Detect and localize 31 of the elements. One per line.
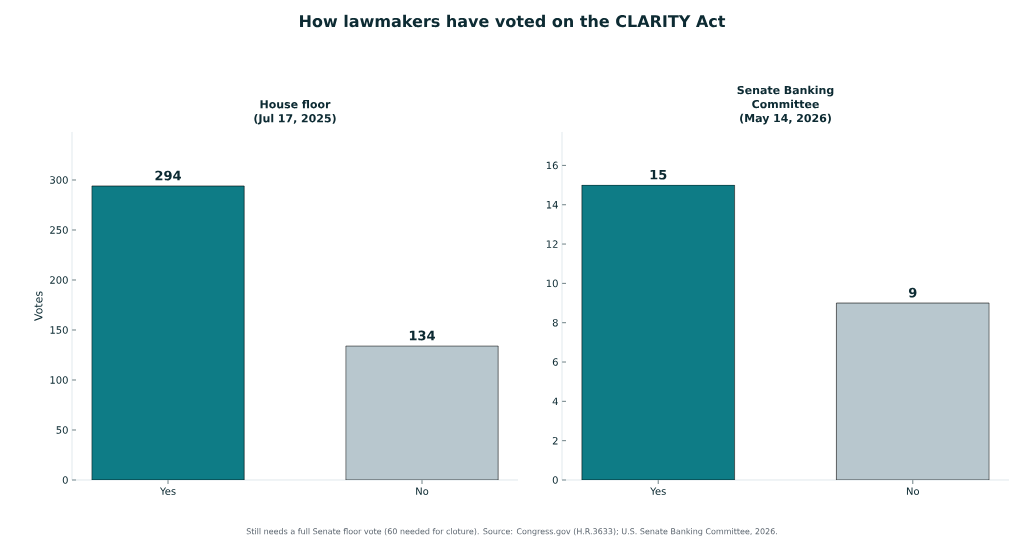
y-tick-label: 2: [552, 436, 558, 445]
y-tick-label: 8: [552, 318, 558, 327]
data-label: 134: [409, 330, 435, 341]
y-tick-label: 4: [552, 397, 558, 405]
y-axis-title: Votes: [34, 291, 43, 322]
y-tick-label: 12: [546, 240, 558, 248]
data-label: 15: [650, 169, 667, 180]
text: Still needs a full Senate floor vote (60 needed for cloture). Source: Congress.gov (H.R.3633); U.S. Senate Banking Committee, 2026.: [246, 528, 777, 536]
y-tick-label: 10: [546, 279, 558, 288]
x-tick-label: Yes: [650, 487, 666, 495]
y-tick-label: 150: [50, 326, 68, 334]
data-label: 294: [155, 170, 181, 181]
x-tick-label: No: [416, 487, 429, 495]
data-label: 9: [908, 287, 917, 298]
chart-title: Senate Banking Committee: [737, 85, 834, 109]
y-tick-label: 50: [56, 426, 68, 434]
chart-subtitle: (May 14, 2026): [740, 113, 831, 125]
y-tick-label: 6: [552, 358, 558, 366]
text: How lawmakers have voted on the CLARITY Act: [300, 14, 726, 28]
y-tick-label: 100: [50, 376, 68, 384]
y-tick-label: 0: [62, 476, 68, 484]
y-tick-label: 0: [552, 476, 558, 484]
x-tick-label: Yes: [159, 487, 176, 495]
y-tick-label: 16: [546, 161, 558, 170]
chart-title: House floor: [260, 99, 331, 109]
y-tick-label: 14: [546, 201, 558, 209]
x-tick-label: No: [906, 487, 920, 495]
y-tick-label: 200: [50, 276, 68, 284]
y-tick-label: 300: [50, 176, 68, 184]
y-tick-label: 250: [50, 226, 68, 234]
chart-subtitle: (Jul 17, 2025): [254, 113, 336, 125]
